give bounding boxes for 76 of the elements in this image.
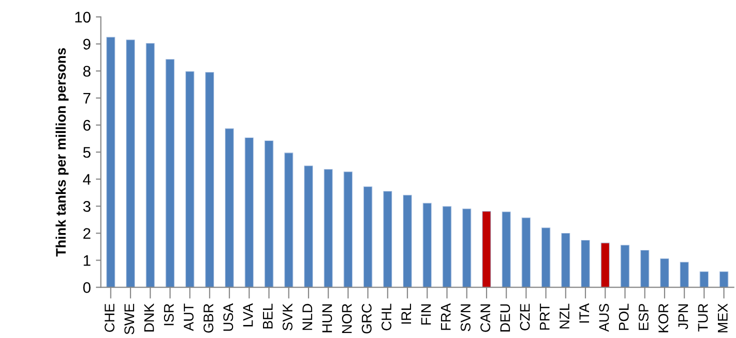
bar — [620, 244, 630, 288]
x-tick-label: SVK — [282, 303, 292, 330]
x-tick-label: ESP — [638, 304, 649, 330]
x-tick-label: CHE — [104, 304, 114, 332]
x-tick-label: USA — [223, 303, 234, 331]
x-tick-label: PRT — [540, 304, 550, 330]
bar — [522, 218, 531, 288]
bar — [126, 40, 135, 288]
x-tick-label: GRC — [362, 304, 372, 334]
bar — [581, 240, 590, 288]
y-tick-label: 8 — [83, 66, 90, 77]
y-axis-title: Think tanks per million persons — [56, 48, 69, 257]
bar — [284, 152, 294, 288]
bar — [344, 172, 353, 288]
x-tick-label: CAN — [480, 304, 490, 332]
y-tick-label: 6 — [83, 120, 90, 131]
bar — [700, 271, 709, 288]
bar — [224, 128, 234, 288]
x-tick-label: JPN — [678, 304, 688, 330]
x-tick-label: HUN — [322, 304, 332, 332]
bar — [304, 166, 313, 288]
x-tick-label: DEU — [500, 304, 510, 332]
y-tick-label: 1 — [84, 255, 90, 266]
bar — [185, 71, 194, 288]
bar — [462, 208, 472, 288]
x-tick-label: FRA — [441, 303, 451, 330]
bar — [383, 191, 392, 288]
bar — [264, 140, 274, 288]
bar — [402, 194, 412, 288]
y-tick-label: 3 — [83, 201, 90, 212]
y-tick-label: 7 — [83, 93, 90, 104]
x-tick-label: POL — [618, 304, 629, 330]
y-tick-label: 5 — [83, 147, 90, 158]
x-tick-label: DNK — [144, 303, 154, 332]
x-tick-label: CHL — [382, 304, 392, 330]
y-tick-label: 10 — [75, 12, 91, 23]
x-tick-label: NOR — [342, 304, 352, 333]
x-tick-label: TUR — [698, 304, 708, 332]
x-tick-label: MEX — [718, 304, 728, 332]
x-tick-label: NLD — [302, 304, 312, 330]
bar — [106, 36, 116, 288]
x-tick-label: AUT — [184, 304, 194, 332]
x-tick-label: SVN — [460, 304, 470, 332]
x-tick-label: AUS — [599, 304, 609, 332]
bar — [244, 137, 254, 288]
bar — [719, 271, 728, 288]
bar — [600, 242, 610, 288]
x-tick-label: ISR — [164, 304, 174, 326]
bar — [541, 228, 550, 288]
bar — [146, 43, 155, 288]
x-tick-label: NZL — [560, 304, 570, 328]
y-tick-label: 4 — [82, 174, 91, 185]
y-tick-label: 9 — [83, 38, 90, 50]
bar — [363, 186, 372, 288]
x-tick-label: KOR — [658, 304, 668, 332]
bar — [324, 169, 333, 288]
bar — [660, 258, 669, 288]
bar — [422, 202, 432, 288]
bar — [205, 72, 214, 288]
bar — [166, 59, 174, 288]
y-tick-label: 2 — [83, 228, 90, 239]
bar — [640, 250, 650, 288]
x-tick-label: CZE — [520, 304, 530, 330]
bar — [502, 212, 511, 288]
bar — [482, 211, 491, 288]
bar — [442, 206, 452, 288]
x-tick-label: FIN — [421, 304, 431, 325]
x-tick-label: LVA — [243, 303, 253, 326]
y-tick-label: 0 — [83, 282, 91, 293]
bar — [680, 262, 689, 288]
x-tick-label: IRL — [401, 304, 412, 324]
bar — [561, 232, 570, 288]
x-tick-label: SWE — [124, 304, 134, 334]
x-tick-label: ITA — [579, 303, 590, 323]
x-tick-label: GBR — [204, 304, 214, 333]
x-tick-label: BEL — [263, 304, 273, 328]
